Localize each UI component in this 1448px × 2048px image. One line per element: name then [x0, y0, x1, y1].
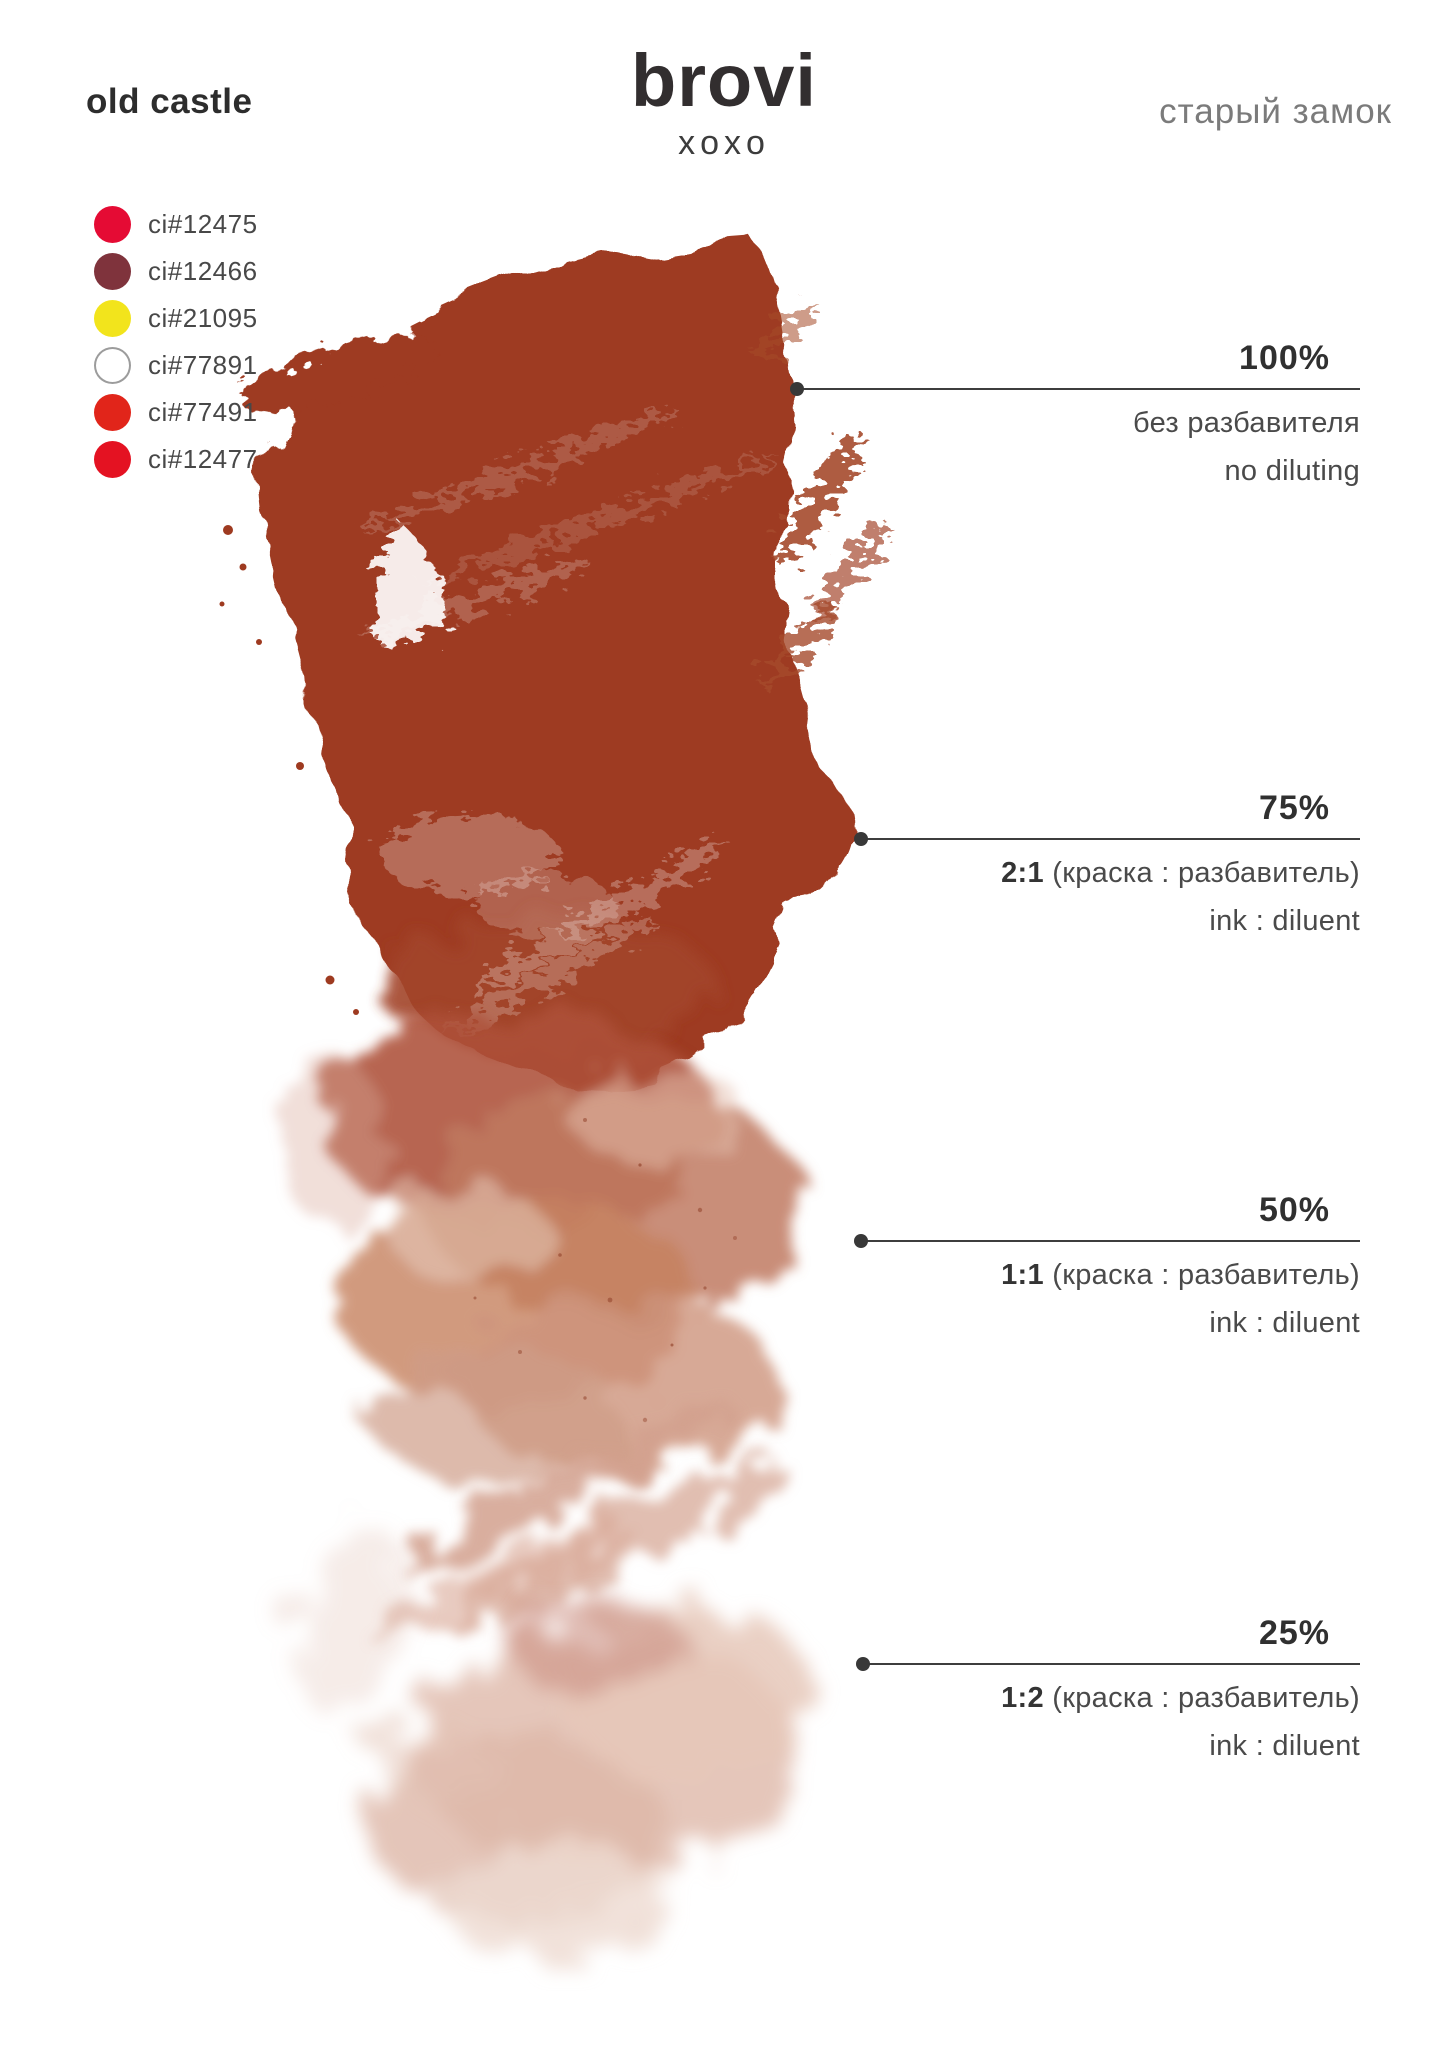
- leader-line: [854, 1233, 1360, 1248]
- pigment-color-dot: [94, 253, 131, 290]
- dilution-percent: 100%: [1239, 339, 1330, 377]
- brand-block: brovi xoxo: [0, 44, 1448, 163]
- brand-logo: brovi: [631, 39, 817, 122]
- pigment-row: ci#12477: [94, 441, 258, 478]
- pigment-color-dot: [94, 300, 131, 337]
- pigment-row: ci#12466: [94, 253, 258, 290]
- pigment-ci-label: ci#12477: [148, 444, 258, 474]
- dilution-percent: 75%: [1258, 789, 1330, 827]
- dilution-label-ru: 1:2 (краска : разбавитель): [1001, 1681, 1360, 1714]
- sample-point-dot: [854, 831, 868, 846]
- swatch-zone-50: [280, 1012, 810, 1484]
- pigment-row: ci#77491: [94, 394, 258, 431]
- swatch-dry-scratches: [361, 408, 779, 1039]
- swatch-right-brush-streaks: [753, 302, 890, 687]
- pigment-color-dot: [94, 347, 131, 384]
- dilution-label-en: ink : diluent: [1209, 1306, 1360, 1339]
- brand-tagline: xoxo: [678, 124, 770, 162]
- shade-name-en: old castle: [86, 82, 253, 121]
- swatch-diagonal-streaks: [372, 1401, 784, 1647]
- dilution-label-ru: 1:1 (краска : разбавитель): [1001, 1258, 1360, 1291]
- swatch-top-stroke-tail: [240, 334, 436, 414]
- pigment-row: ci#12475: [94, 206, 258, 243]
- pigment-ci-label: ci#77891: [148, 350, 258, 380]
- sample-point-dot: [854, 1233, 868, 1248]
- dilution-step-25: 25% 1:2 (краска : разбавитель) ink : dil…: [740, 1613, 1360, 1763]
- sample-point-dot: [856, 1656, 870, 1671]
- dilution-label-en: no diluting: [1224, 454, 1360, 487]
- pigment-color-dot: [94, 206, 131, 243]
- shade-name-ru: старый замок: [1159, 92, 1392, 131]
- leader-line: [854, 831, 1360, 846]
- dilution-label-en: ink : diluent: [1209, 904, 1360, 937]
- swatch-zone-25: [294, 1528, 816, 1960]
- pigment-color-dot: [94, 394, 131, 431]
- pigment-ci-label: ci#12466: [148, 256, 258, 286]
- pigment-color-dot: [94, 441, 131, 478]
- dilution-label-ru: 2:1 (краска : разбавитель): [1001, 856, 1360, 889]
- pigment-row: ci#21095: [94, 300, 258, 337]
- dilution-step-75: 75% 2:1 (краска : разбавитель) ink : dil…: [740, 788, 1360, 938]
- dilution-step-100: 100% без разбавителя no diluting: [740, 338, 1360, 488]
- pigment-row: ci#77891: [94, 347, 258, 384]
- pigment-ci-label: ci#21095: [148, 303, 258, 333]
- swatch-spray-droplets: [219, 525, 359, 1015]
- leader-line: [856, 1656, 1360, 1671]
- swatch-speckles: [473, 1118, 737, 1423]
- dilution-step-50: 50% 1:1 (краска : разбавитель) ink : dil…: [740, 1190, 1360, 1340]
- sample-point-dot: [790, 381, 804, 396]
- dilution-label-ru: без разбавителя: [1133, 406, 1360, 439]
- dilution-label-en: ink : diluent: [1209, 1729, 1360, 1762]
- swatch-white-notch: [372, 520, 447, 644]
- leader-line: [790, 381, 1360, 396]
- pigment-ci-label: ci#12475: [148, 209, 258, 239]
- swatch-zone-100-75: [219, 236, 890, 1086]
- pigment-ci-label: ci#77491: [148, 397, 258, 427]
- pigment-legend: ci#12475 ci#12466 ci#21095 ci#77891 ci#7…: [94, 206, 258, 488]
- dilution-percent: 50%: [1258, 1191, 1330, 1229]
- dilution-percent: 25%: [1258, 1614, 1330, 1652]
